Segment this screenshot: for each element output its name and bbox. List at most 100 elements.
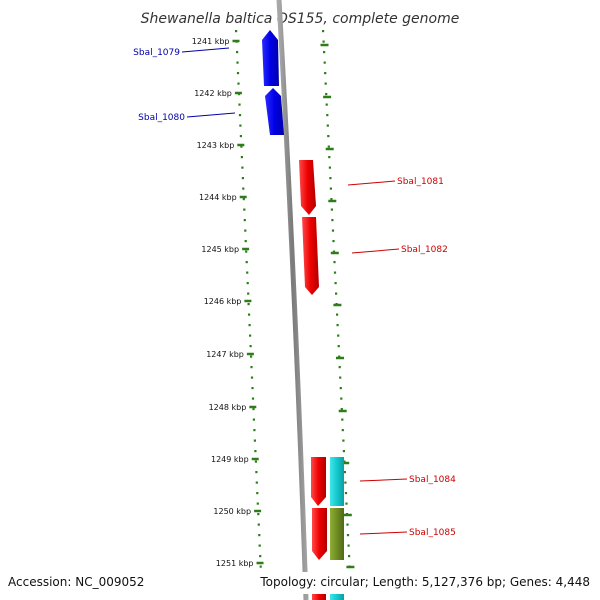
- ring-dot: [256, 502, 259, 505]
- gene-sbal-1084[interactable]: [311, 457, 326, 506]
- ring-dot: [236, 72, 240, 75]
- genome-backbone: [276, 0, 309, 600]
- ring-dot: [328, 156, 331, 159]
- ring-dot: [259, 565, 262, 568]
- ring-dot: [242, 198, 245, 201]
- ring-dot: [247, 303, 250, 306]
- ring-dot: [331, 229, 335, 232]
- gene-label-sbal-1082[interactable]: Sbal_1082: [401, 245, 448, 255]
- ring-dot: [238, 114, 242, 117]
- ring-dot: [329, 187, 332, 190]
- ring-dot: [241, 177, 244, 180]
- ring-dot: [340, 408, 343, 411]
- ring-dot: [322, 30, 325, 33]
- gene-label-sbal-1080[interactable]: Sbal_1080: [138, 113, 185, 123]
- ring-dot: [237, 82, 240, 85]
- ring-dot: [238, 103, 241, 106]
- ring-dot: [241, 166, 244, 169]
- ring-dot: [327, 145, 330, 148]
- ring-dot: [342, 450, 345, 453]
- ring-dot: [240, 156, 243, 159]
- ring-dot: [322, 40, 325, 43]
- ring-dot: [323, 51, 326, 54]
- gene-labels: Sbal_1079 Sbal_1080 Sbal_1081 Sbal_1082 …: [133, 47, 456, 538]
- gene-sbal-1080[interactable]: [265, 88, 284, 135]
- ring-dot: [339, 376, 342, 379]
- ring-dot: [249, 334, 252, 337]
- leader-line: [359, 478, 408, 482]
- ring-dot: [246, 271, 249, 274]
- ring-dot: [340, 397, 343, 400]
- tick-label: 1244 kbp: [199, 193, 237, 202]
- ring-dot: [242, 187, 245, 190]
- ring-dot: [326, 114, 329, 117]
- ring-dot: [253, 429, 256, 432]
- ring-dot: [236, 51, 239, 54]
- ring-dot: [337, 334, 340, 337]
- ring-dot: [236, 61, 239, 64]
- ring-dot: [325, 93, 328, 96]
- gene-label-sbal-1081[interactable]: Sbal_1081: [397, 177, 444, 187]
- ring-dot: [330, 208, 333, 211]
- footer-background: [0, 572, 600, 594]
- ring-dot: [251, 387, 254, 390]
- ring-dot: [250, 376, 254, 379]
- ring-dot: [245, 261, 248, 264]
- ring-dot: [348, 555, 351, 558]
- tick-label: 1250 kbp: [213, 507, 251, 516]
- gene-sbal-1081[interactable]: [299, 160, 316, 215]
- tick-label: 1241 kbp: [192, 37, 230, 46]
- ring-dot: [341, 418, 344, 421]
- ring-dot: [341, 429, 344, 432]
- ring-dot: [344, 481, 347, 484]
- tick-label: 1245 kbp: [201, 245, 239, 254]
- ring-dot: [329, 177, 332, 180]
- ring-dot: [235, 30, 238, 33]
- tick-label: 1251 kbp: [216, 559, 254, 568]
- ring-dot: [250, 366, 253, 369]
- ring-dot: [259, 555, 262, 558]
- gene-sbal-1085[interactable]: [312, 508, 327, 560]
- ring-dot: [343, 471, 346, 474]
- ring-dot: [335, 292, 338, 295]
- ring-dot: [331, 219, 334, 222]
- ring-dot: [328, 166, 331, 169]
- ring-dot: [345, 502, 348, 505]
- gene-sbal-1079[interactable]: [262, 30, 279, 86]
- ring-dot: [333, 271, 337, 274]
- gene-sbal-1085-companion[interactable]: [330, 508, 344, 560]
- gene-label-sbal-1079[interactable]: Sbal_1079: [133, 48, 180, 58]
- ring-dot: [346, 534, 350, 537]
- ring-dot: [338, 366, 341, 369]
- gene-label-sbal-1085[interactable]: Sbal_1085: [409, 528, 456, 538]
- ring-dot: [346, 523, 349, 526]
- ring-dot: [249, 345, 252, 348]
- forward-genes: [262, 30, 284, 135]
- ring-dot: [252, 408, 255, 411]
- ring-dot: [324, 72, 327, 75]
- ring-dot: [254, 450, 257, 453]
- ring-dot: [255, 481, 258, 484]
- ring-dot: [338, 355, 341, 358]
- ring-dot: [258, 544, 261, 547]
- ring-dot: [239, 124, 242, 127]
- topology-text: Topology: circular; Length: 5,127,376 bp…: [259, 575, 590, 589]
- ring-dot: [247, 292, 250, 295]
- tick-label: 1246 kbp: [204, 297, 242, 306]
- ring-dot: [252, 418, 255, 421]
- ring-dot: [344, 492, 348, 495]
- gene-sbal-1084-companion[interactable]: [330, 457, 344, 506]
- ring-dot: [246, 282, 249, 285]
- ring-dot: [240, 145, 243, 148]
- ring-dot: [326, 124, 329, 127]
- leader-line: [351, 248, 400, 254]
- ring-dot: [243, 219, 246, 222]
- ring-dot: [248, 313, 251, 316]
- ring-dot: [334, 282, 337, 285]
- ring-dot: [239, 135, 242, 138]
- leader-line: [359, 531, 408, 535]
- gene-label-sbal-1084[interactable]: Sbal_1084: [409, 475, 456, 485]
- gene-sbal-1082[interactable]: [302, 217, 319, 295]
- tick-label: 1249 kbp: [211, 455, 249, 464]
- leader-line: [186, 112, 236, 118]
